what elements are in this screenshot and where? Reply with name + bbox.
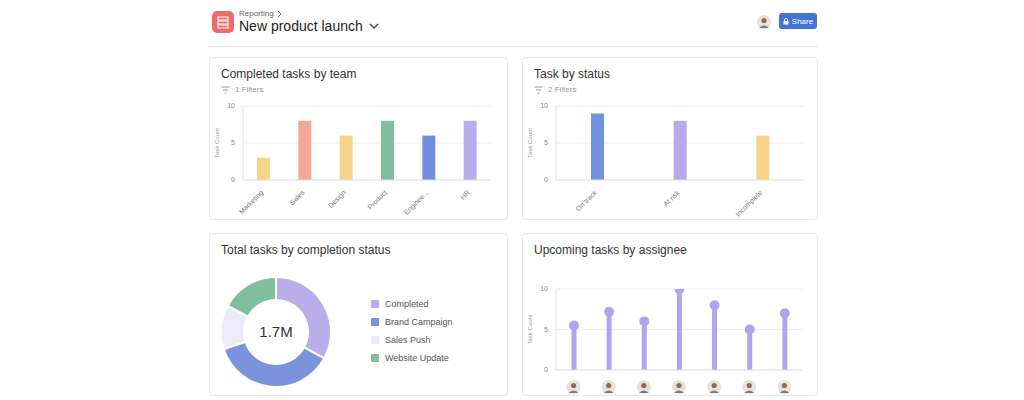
svg-text:10: 10 <box>540 102 548 109</box>
html-text:Reporting: Reporting <box>239 9 274 18</box>
html-text:New product launch: New product launch <box>239 18 363 34</box>
svg-text:10: 10 <box>540 285 548 292</box>
svg-text:5: 5 <box>231 139 235 146</box>
svg-text:Marketing: Marketing <box>238 189 265 216</box>
html-text:Completed tasks by team: Completed tasks by team <box>221 67 357 81</box>
svg-text:Sales: Sales <box>288 188 306 206</box>
html-text:Total tasks by completion stat: Total tasks by completion status <box>221 243 391 257</box>
html-text:Upcoming tasks by assignee: Upcoming tasks by assignee <box>534 243 687 257</box>
html-text:Completed: Completed <box>385 299 429 309</box>
html-text:Sales Push: Sales Push <box>385 335 431 345</box>
svg-text:Product: Product <box>366 189 388 211</box>
svg-text:At risk: At risk <box>662 188 681 207</box>
svg-text:0: 0 <box>231 176 235 183</box>
svg-text:Task Count: Task Count <box>214 128 220 158</box>
html-text:Share: Share <box>791 16 814 26</box>
html-text:Task by status: Task by status <box>534 67 610 81</box>
svg-text:Task Count: Task Count <box>527 314 533 344</box>
svg-text:Task Count: Task Count <box>527 128 533 158</box>
svg-text:On track: On track <box>574 188 598 212</box>
svg-text:10: 10 <box>227 102 235 109</box>
html-text:1.7M: 1.7M <box>259 323 293 340</box>
svg-text:Enginee...: Enginee... <box>402 189 430 217</box>
svg-text:HR: HR <box>459 189 471 201</box>
html-text:Brand Campaign: Brand Campaign <box>385 317 453 327</box>
html-text:Website Update: Website Update <box>385 353 449 363</box>
svg-text:0: 0 <box>544 176 548 183</box>
svg-text:5: 5 <box>544 326 548 333</box>
html-text:1 Filters: 1 Filters <box>235 85 264 94</box>
html-text:2 Filters: 2 Filters <box>548 85 577 94</box>
svg-text:0: 0 <box>544 366 548 373</box>
svg-text:5: 5 <box>544 139 548 146</box>
svg-text:Incomplete: Incomplete <box>734 189 764 219</box>
svg-text:Design: Design <box>327 189 348 210</box>
